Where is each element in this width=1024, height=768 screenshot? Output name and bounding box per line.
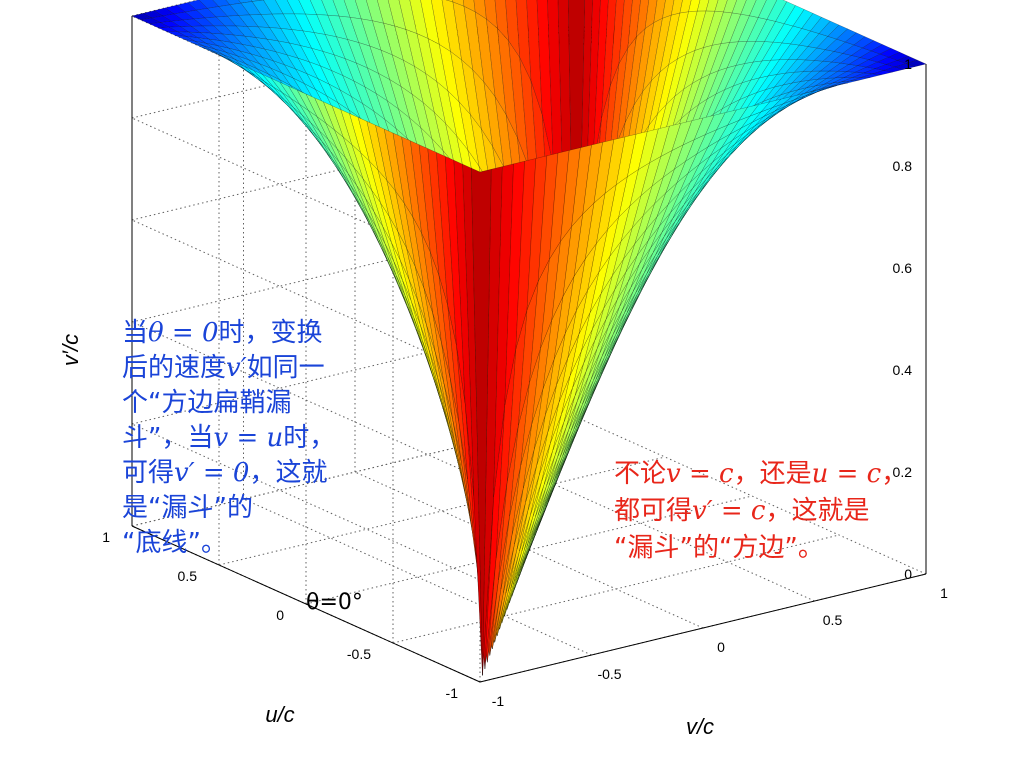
v-tick-label: -0.5 (597, 666, 621, 682)
annotation-red-run: v′ = c (692, 496, 765, 526)
annotation-red-run: v = c (666, 459, 734, 489)
u-tick-label: 1 (102, 529, 110, 545)
annotation-blue-run: 时，变换 (219, 318, 323, 348)
u-axis-label: u/c (265, 702, 294, 727)
annotation-blue-run: v′ (226, 353, 247, 383)
z-tick-label: 1 (904, 56, 912, 72)
v-tick-label: 0.5 (823, 612, 843, 628)
z-tick-label: 0.4 (893, 362, 913, 378)
annotation-blue-run: 后的速度 (122, 353, 226, 383)
annotation-blue-run: 斗”，当 (122, 423, 213, 453)
annotation-blue-run: ，这就 (249, 458, 327, 488)
annotation-blue-line: “底线”。 (122, 526, 384, 561)
u-tick-label: 0 (276, 607, 284, 623)
annotation-blue-line: 当θ = 0时，变换 (122, 316, 384, 351)
annotation-blue-line: 个“方边扁鞘漏 (122, 386, 384, 421)
annotation-blue-run: θ = 0 (148, 318, 219, 348)
annotation-red-run: 不论 (614, 459, 666, 489)
annotation-red-run: ，还是 (734, 459, 812, 489)
z-tick-label: 0 (904, 566, 912, 582)
annotation-red-line: 都可得v′ = c，这就是 (614, 493, 954, 530)
annotation-blue-run: “底线”。 (122, 528, 227, 558)
annotation-red-line: “漏斗”的“方边”。 (614, 530, 954, 567)
u-tick-label: -0.5 (347, 646, 371, 662)
v-axis-label: v/c (686, 714, 714, 739)
annotation-blue-line: 是“漏斗”的 (122, 491, 384, 526)
annotation-blue-run: 是“漏斗”的 (122, 493, 253, 523)
annotation-blue-run: 如同一 (247, 353, 325, 383)
annotation-blue: 当θ = 0时，变换 后的速度v′如同一 个“方边扁鞘漏 斗”，当v = u时， 可得v… (122, 316, 384, 561)
v-tick-label: -1 (492, 693, 505, 709)
annotation-red-run: ， (881, 459, 907, 489)
u-tick-label: 0.5 (178, 568, 198, 584)
u-tick-label: -1 (446, 685, 459, 701)
annotation-red-line: 不论v = c，还是u = c， (614, 456, 954, 493)
z-tick-label: 0.6 (893, 260, 913, 276)
annotation-blue-line: 后的速度v′如同一 (122, 351, 384, 386)
annotation-blue-line: 斗”，当v = u时， (122, 421, 384, 456)
annotation-red: 不论v = c，还是u = c， 都可得v′ = c，这就是 “漏斗”的“方边”。 (614, 456, 954, 567)
annotation-blue-run: v = u (213, 423, 283, 453)
v-tick-label: 1 (940, 585, 948, 601)
annotation-blue-run: v′ = 0 (174, 458, 249, 488)
annotation-red-run: u = c (812, 459, 882, 489)
theta-label: θ=0° (306, 590, 363, 615)
v-tick-label: 0 (717, 639, 725, 655)
annotation-blue-run: 个“方边扁鞘漏 (122, 388, 291, 418)
annotation-blue-run: 时， (283, 423, 335, 453)
annotation-blue-line: 可得v′ = 0，这就 (122, 456, 384, 491)
z-axis-label: v′/c (58, 334, 83, 366)
annotation-blue-run: 可得 (122, 458, 174, 488)
annotation-red-run: “漏斗”的“方边”。 (614, 533, 824, 563)
annotation-red-run: ，这就是 (765, 496, 869, 526)
annotation-blue-run: 当 (122, 318, 148, 348)
z-tick-label: 0.8 (893, 158, 913, 174)
annotation-red-run: 都可得 (614, 496, 692, 526)
axis-line (480, 574, 926, 682)
